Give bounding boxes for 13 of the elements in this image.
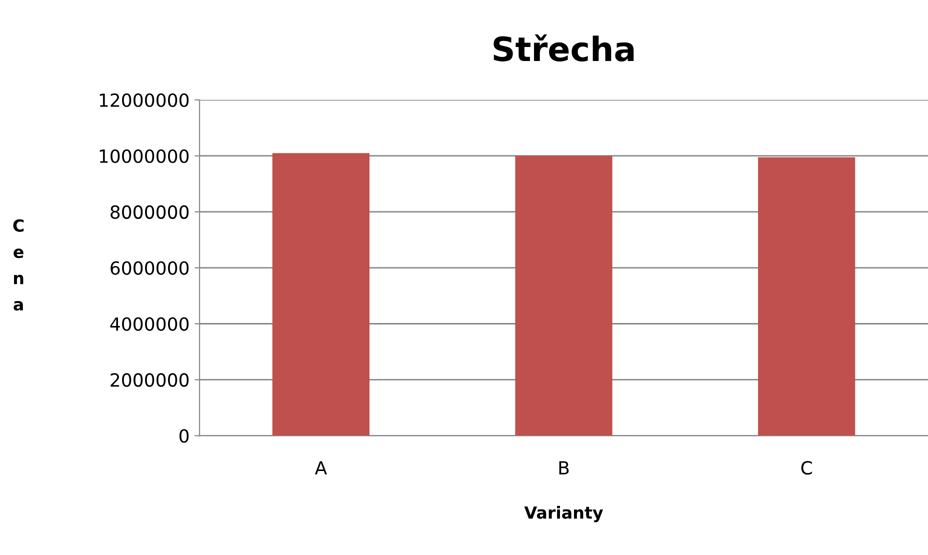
y-tick-label: 12000000: [100, 93, 189, 108]
y-tick-label: 4000000: [110, 317, 189, 331]
x-tick-label: C: [801, 460, 812, 475]
y-tick-label: 6000000: [110, 261, 189, 275]
y-tick-label: 0: [180, 429, 189, 443]
chart-title: Střecha: [494, 34, 634, 62]
y-tick-label: 8000000: [110, 205, 189, 219]
y-tick-label: 10000000: [100, 149, 189, 163]
x-tick-label: B: [559, 461, 569, 474]
x-axis-title: Varianty: [524, 506, 604, 522]
y-tick-label: 2000000: [110, 373, 189, 387]
y-axis-title: Cena: [13, 219, 24, 311]
x-tick-label: A: [314, 461, 327, 474]
